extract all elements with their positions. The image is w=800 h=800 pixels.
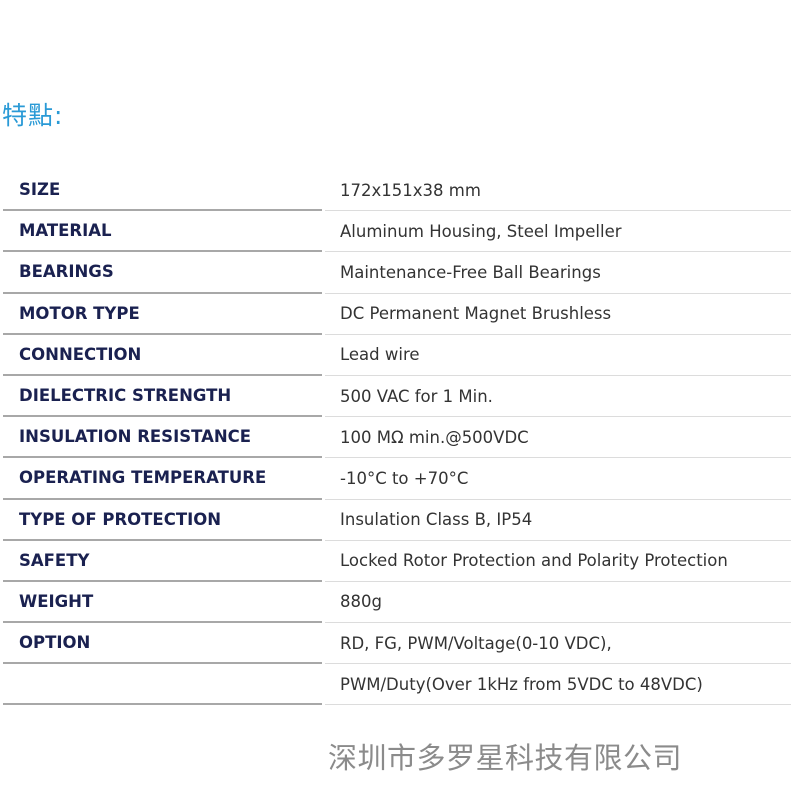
spec-label: DIELECTRIC STRENGTH <box>3 376 322 418</box>
table-row: OPERATING TEMPERATURE -10°C to +70°C <box>3 458 791 500</box>
table-row: DIELECTRIC STRENGTH 500 VAC for 1 Min. <box>3 376 791 418</box>
table-row: MOTOR TYPE DC Permanent Magnet Brushless <box>3 294 791 335</box>
spec-label <box>3 664 322 706</box>
spec-value: Locked Rotor Protection and Polarity Pro… <box>325 541 791 582</box>
spec-label: SAFETY <box>3 541 322 582</box>
table-row: WEIGHT 880g <box>3 582 791 624</box>
spec-value: Insulation Class B, IP54 <box>325 500 791 541</box>
table-row: SAFETY Locked Rotor Protection and Polari… <box>3 541 791 582</box>
table-row: MATERIAL Aluminum Housing, Steel Impeller <box>3 211 791 253</box>
spec-value: RD, FG, PWM/Voltage(0-10 VDC), <box>325 623 791 665</box>
spec-label: OPTION <box>3 623 322 665</box>
spec-label: WEIGHT <box>3 582 322 624</box>
spec-value: PWM/Duty(Over 1kHz from 5VDC to 48VDC) <box>325 664 791 706</box>
spec-value: Lead wire <box>325 335 791 376</box>
table-row: OPTION RD, FG, PWM/Voltage(0-10 VDC), <box>3 623 791 665</box>
spec-table: SIZE 172x151x38 mm MATERIAL Aluminum Housin… <box>3 170 791 706</box>
spec-label: MATERIAL <box>3 211 322 253</box>
spec-value: DC Permanent Magnet Brushless <box>325 294 791 335</box>
table-row: CONNECTION Lead wire <box>3 335 791 376</box>
spec-value: 172x151x38 mm <box>325 170 791 212</box>
spec-value: 100 MΩ min.@500VDC <box>325 417 791 459</box>
table-row: PWM/Duty(Over 1kHz from 5VDC to 48VDC) <box>3 664 791 706</box>
spec-label: TYPE OF PROTECTION <box>3 500 322 541</box>
spec-label: SIZE <box>3 170 322 212</box>
section-title: 特點: <box>2 101 64 130</box>
spec-label: CONNECTION <box>3 335 322 376</box>
table-row: SIZE 172x151x38 mm <box>3 170 791 212</box>
table-row: INSULATION RESISTANCE 100 MΩ min.@500VDC <box>3 417 791 459</box>
spec-label: INSULATION RESISTANCE <box>3 417 322 459</box>
spec-value: Aluminum Housing, Steel Impeller <box>325 211 791 253</box>
spec-label: MOTOR TYPE <box>3 294 322 335</box>
spec-value: -10°C to +70°C <box>325 458 791 500</box>
watermark: 深圳市多罗星科技有限公司 <box>328 741 683 775</box>
table-row: BEARINGS Maintenance-Free Ball Bearings <box>3 252 791 294</box>
spec-value: Maintenance-Free Ball Bearings <box>325 252 791 294</box>
spec-label: BEARINGS <box>3 252 322 294</box>
spec-value: 880g <box>325 582 791 624</box>
table-row: TYPE OF PROTECTION Insulation Class B, IP… <box>3 500 791 541</box>
spec-label: OPERATING TEMPERATURE <box>3 458 322 500</box>
spec-value: 500 VAC for 1 Min. <box>325 376 791 418</box>
